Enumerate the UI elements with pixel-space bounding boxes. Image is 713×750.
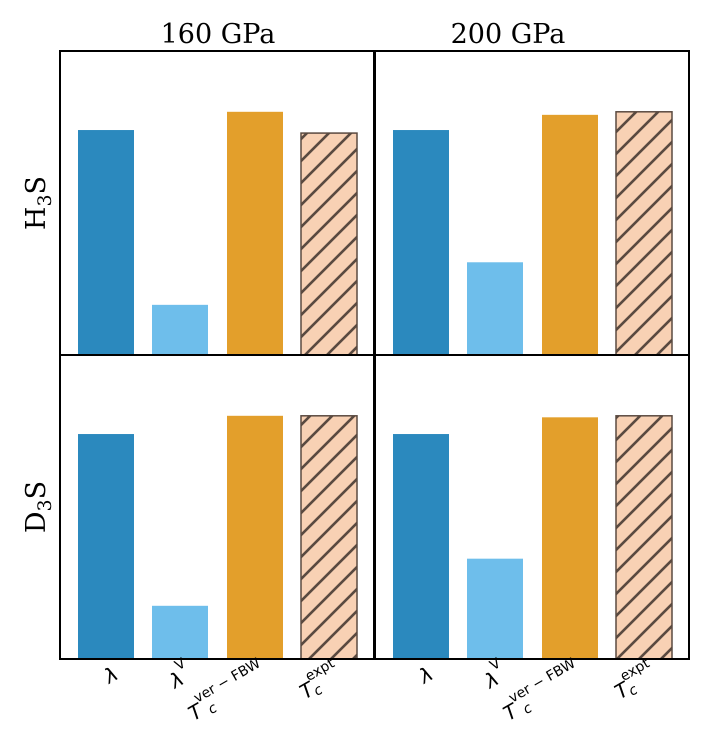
tc-expt-bar-r1c1 [615,415,673,660]
x-tick-label-c0-0: λ [99,662,122,689]
lambda-bar-r0c1 [393,130,449,355]
tc-expt-bar-r0c0 [300,132,358,356]
column-title-160: 160 GPa [161,19,276,50]
tc-expt-bar-r0c1 [615,111,673,356]
frames-layer [59,50,690,660]
x-tick-label-c0-1: λV [161,655,197,694]
bars-layer [78,111,673,660]
tc-ver-fbw-bar-r0c0 [227,111,283,355]
tc-ver-fbw-bar-r0c1 [542,114,598,355]
tc-ver-fbw-bar-r1c0 [227,415,283,659]
x-tick-label-c1-0: λ [414,662,437,689]
lambda-bar-r1c0 [78,434,134,659]
lambda-v-bar-r1c1 [467,558,523,659]
x-tick-label-c0-2: Tver − FBWc [180,655,272,727]
x-tick-label-c0-3: Texptc [292,655,346,705]
x-tick-label-c1-3: Texptc [607,655,661,705]
x-tick-label-c1-2: Tver − FBWc [495,655,587,727]
lambda-bar-r0c0 [78,130,134,355]
tc-expt-bar-r1c0 [300,415,358,660]
x-tick-label-c1-1: λV [476,655,512,694]
row-label-h3s: H3S [21,176,56,230]
lambda-v-bar-r1c0 [152,605,208,659]
lambda-v-bar-r0c1 [467,262,523,355]
column-title-200: 200 GPa [451,19,566,50]
tc-ver-fbw-bar-r1c1 [542,417,598,659]
lambda-v-bar-r0c0 [152,304,208,355]
lambda-bar-r1c1 [393,434,449,659]
row-label-d3s: D3S [21,481,56,533]
panel-frame-r1c1 [374,354,690,660]
